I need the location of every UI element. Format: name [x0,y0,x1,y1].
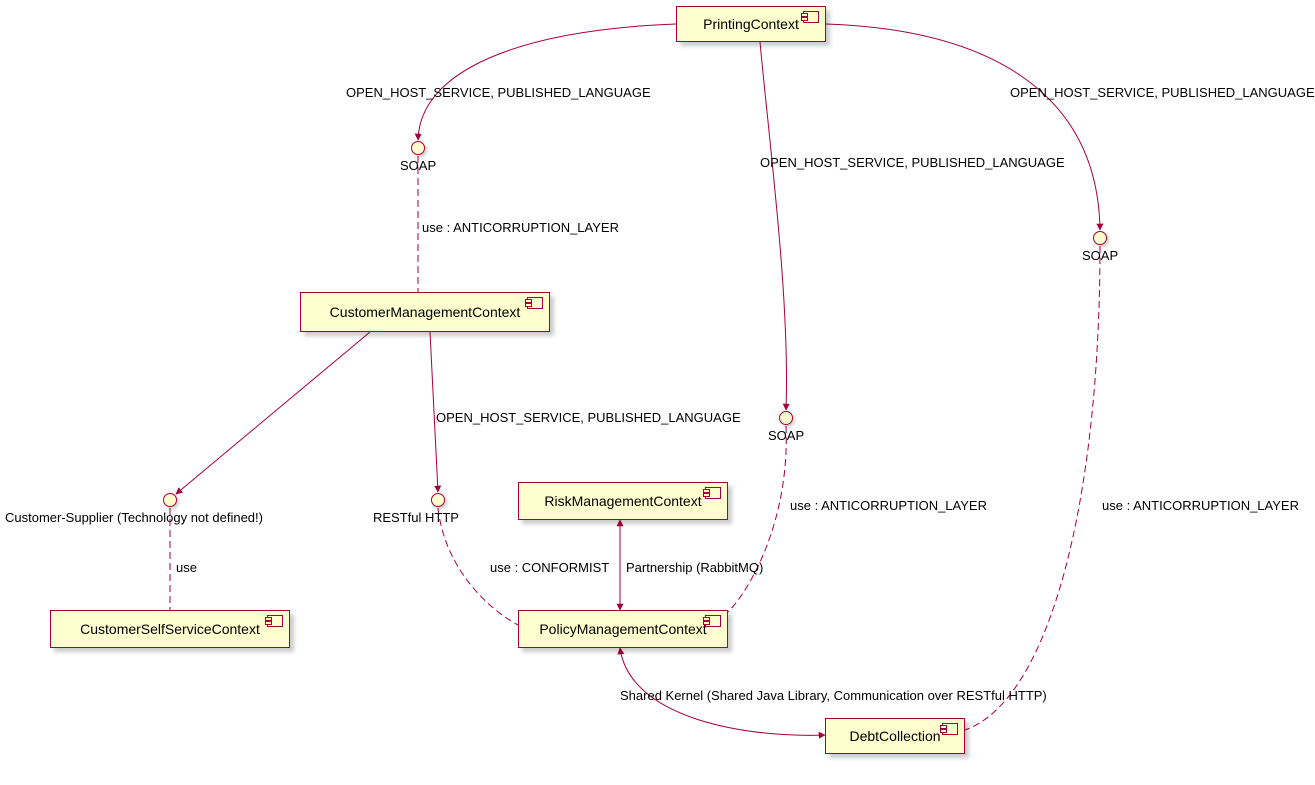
edge-label: OPEN_HOST_SERVICE, PUBLISHED_LANGUAGE [1010,85,1315,100]
component-label: RiskManagementContext [544,493,701,509]
component-icon [527,297,543,309]
interface-soap3 [1093,231,1107,245]
edge-label: use [176,560,197,575]
edge-label: use : ANTICORRUPTION_LAYER [790,498,987,513]
edge-soap3-debt [965,246,1100,730]
interface-label: Customer-Supplier (Technology not define… [5,510,263,525]
component-label: PolicyManagementContext [539,621,706,637]
component-label: PrintingContext [703,16,799,32]
component-label: CustomerManagementContext [330,304,521,320]
edge-label: OPEN_HOST_SERVICE, PUBLISHED_LANGUAGE [346,85,651,100]
edge-soap2-policy [728,426,786,612]
component-policy: PolicyManagementContext [518,610,728,648]
edge-label: use : ANTICORRUPTION_LAYER [1102,498,1299,513]
diagram-canvas [0,0,1315,785]
edge-printing-soap1 [418,24,676,140]
component-customer: CustomerManagementContext [300,292,550,332]
component-icon [942,723,958,735]
component-selfservice: CustomerSelfServiceContext [50,610,290,648]
edge-label: Partnership (RabbitMQ) [626,560,763,575]
component-icon [705,487,721,499]
component-risk: RiskManagementContext [518,482,728,520]
component-debt: DebtCollection [825,718,965,754]
interface-soap1 [411,141,425,155]
edge-printing-soap2 [760,42,787,410]
edge-label: Shared Kernel (Shared Java Library, Comm… [620,688,1047,703]
edge-customer-cs [176,332,370,494]
edge-label: OPEN_HOST_SERVICE, PUBLISHED_LANGUAGE [436,410,741,425]
edge-label: use : CONFORMIST [490,560,609,575]
interface-label: RESTful HTTP [373,510,459,525]
edge-printing-soap3 [826,24,1100,230]
component-icon [267,615,283,627]
component-icon [705,615,721,627]
edge-label: OPEN_HOST_SERVICE, PUBLISHED_LANGUAGE [760,155,1065,170]
interface-soap2 [779,411,793,425]
interface-cs [163,493,177,507]
component-label: DebtCollection [849,728,940,744]
component-icon [803,11,819,23]
component-label: CustomerSelfServiceContext [80,621,260,637]
component-printing: PrintingContext [676,6,826,42]
interface-rest [431,493,445,507]
edge-label: use : ANTICORRUPTION_LAYER [422,220,619,235]
interface-label: SOAP [1082,248,1118,263]
interface-label: SOAP [400,158,436,173]
interface-label: SOAP [768,428,804,443]
